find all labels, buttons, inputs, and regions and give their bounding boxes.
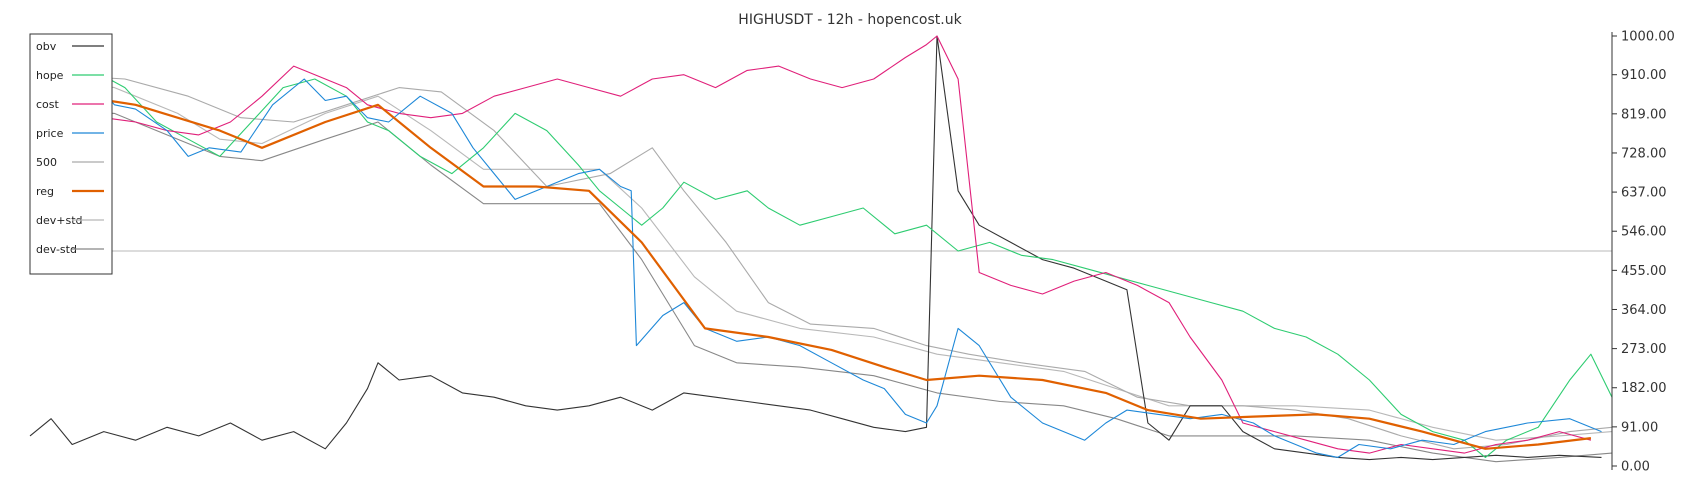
- y-tick-label: 819.00: [1621, 107, 1667, 122]
- y-tick-label: 182.00: [1621, 381, 1667, 396]
- legend-label-devp: dev+std: [36, 214, 83, 227]
- series-line-reg: [50, 90, 1592, 450]
- y-axis: 1000.00 910.00 819.00 728.00 637.00 546.00 455…: [1611, 30, 1675, 475]
- series-line-obv: [29, 35, 1602, 461]
- series-line-hope: [29, 52, 1613, 458]
- y-tick-label: 637.00: [1621, 186, 1667, 201]
- y-tick-label: 728.00: [1621, 146, 1667, 161]
- legend-label-p500: 500: [36, 156, 57, 169]
- legend-box: [29, 33, 113, 275]
- series-line-devm: [51, 108, 1613, 463]
- y-tick-label: 273.00: [1621, 342, 1667, 357]
- y-tick-label: 1000.00: [1621, 30, 1675, 45]
- y-tick-label: 546.00: [1621, 225, 1667, 240]
- y-tick-label: 0.00: [1621, 460, 1650, 475]
- series-line-cost: [29, 35, 1592, 454]
- legend-label-hope: hope: [36, 69, 64, 82]
- legend-label-obv: obv: [36, 40, 57, 53]
- y-tick-label: 455.00: [1621, 264, 1667, 279]
- legend-label-price: price: [36, 127, 64, 140]
- series-line-p500: [51, 74, 1613, 450]
- chart-title: HIGHUSDT - 12h - hopencost.uk: [738, 12, 962, 28]
- legend: obv hope cost price 500 reg dev+std dev-std: [29, 33, 113, 275]
- plot-area: [29, 35, 1613, 463]
- legend-label-devm: dev-std: [36, 243, 77, 256]
- legend-label-cost: cost: [36, 98, 60, 111]
- y-tick-label: 91.00: [1621, 420, 1658, 435]
- legend-label-reg: reg: [36, 185, 54, 198]
- series-line-devp: [51, 78, 1613, 441]
- series-line-price: [29, 78, 1602, 458]
- y-tick-label: 364.00: [1621, 303, 1667, 318]
- y-tick-label: 910.00: [1621, 68, 1667, 83]
